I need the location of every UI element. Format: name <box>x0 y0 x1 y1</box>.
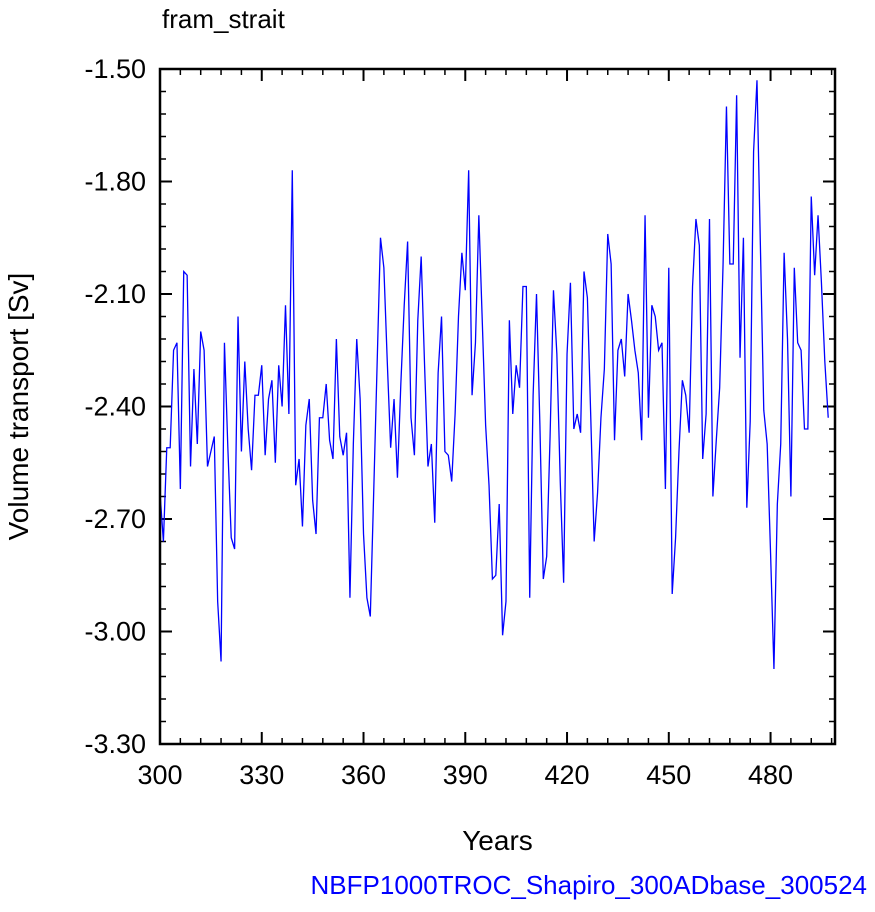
y-tick-label: -1.50 <box>84 54 146 84</box>
axis-ticks <box>159 68 835 745</box>
y-tick-label: -3.30 <box>84 729 146 759</box>
y-tick-label: -2.40 <box>84 392 146 422</box>
x-tick-labels: 300 330 360 390 420 450 480 <box>137 760 793 790</box>
plot-frame <box>158 67 837 746</box>
y-tick-label: -1.80 <box>84 167 146 197</box>
x-tick-label: 450 <box>646 760 691 790</box>
x-tick-label: 330 <box>239 760 284 790</box>
x-tick-label: 300 <box>137 760 182 790</box>
y-tick-label: -2.70 <box>84 504 146 534</box>
y-axis-label: Volume transport [Sv] <box>3 273 34 541</box>
chart-title: fram_strait <box>162 4 285 34</box>
x-tick-label: 360 <box>341 760 386 790</box>
x-tick-label: 480 <box>748 760 793 790</box>
x-axis-label: Years <box>462 825 533 856</box>
series-line <box>159 80 829 670</box>
y-tick-label: -3.00 <box>84 617 146 647</box>
run-caption: NBFP1000TROC_Shapiro_300ADbase_300524 <box>310 870 867 900</box>
y-tick-label: -2.10 <box>84 279 146 309</box>
x-tick-label: 420 <box>545 760 590 790</box>
y-tick-labels: -1.50 -1.80 -2.10 -2.40 -2.70 -3.00 -3.30 <box>84 54 146 759</box>
x-tick-label: 390 <box>443 760 488 790</box>
